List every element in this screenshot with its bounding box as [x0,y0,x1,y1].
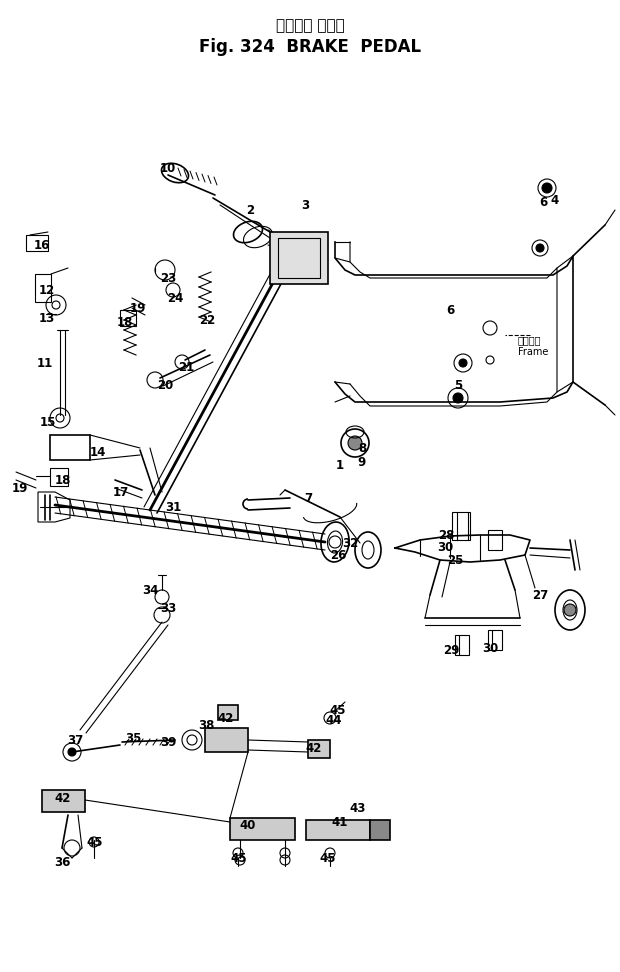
Bar [278,238,320,278]
Text: 24: 24 [167,292,183,304]
Text: 18: 18 [117,316,133,329]
Text: 10: 10 [160,161,176,175]
Circle shape [542,183,552,193]
Text: フレーム
Frame: フレーム Frame [518,335,548,357]
Bar [50,468,68,486]
Text: 22: 22 [199,314,215,327]
Text: 15: 15 [40,415,56,429]
Bar [488,630,502,650]
Polygon shape [306,820,370,840]
Text: 3: 3 [301,198,309,212]
Text: 45: 45 [330,704,346,716]
Text: 16: 16 [34,238,50,252]
Text: 8: 8 [358,441,366,455]
Text: 42: 42 [55,791,71,805]
Circle shape [453,393,463,403]
Text: 37: 37 [67,734,83,746]
Text: 29: 29 [443,643,459,656]
Circle shape [348,436,362,450]
Text: 30: 30 [437,540,453,553]
Bar [488,530,502,550]
Text: 27: 27 [532,588,548,602]
Text: 45: 45 [320,851,336,864]
Bar [50,435,90,460]
Bar [452,512,470,540]
Text: 6: 6 [539,195,547,209]
Text: 41: 41 [332,816,348,828]
Text: 19: 19 [12,481,28,495]
Text: 26: 26 [330,548,346,562]
Text: 2: 2 [246,203,254,217]
Text: 33: 33 [160,602,176,614]
Text: 36: 36 [54,855,70,869]
Circle shape [536,244,544,252]
Bar [120,310,136,326]
Text: 7: 7 [304,492,312,504]
Circle shape [68,748,76,756]
Polygon shape [370,820,390,840]
Polygon shape [218,705,238,720]
Polygon shape [205,728,248,752]
Text: 6: 6 [446,303,454,317]
Polygon shape [230,818,295,840]
Text: 13: 13 [39,311,55,325]
Bar [270,232,328,284]
Text: 42: 42 [218,712,234,724]
Text: 31: 31 [165,501,181,513]
Text: 38: 38 [198,718,214,732]
Text: 32: 32 [342,537,358,549]
Text: 25: 25 [447,553,463,567]
Text: 30: 30 [482,642,498,654]
Text: 18: 18 [55,473,71,487]
Bar [26,235,48,251]
Circle shape [564,604,576,616]
Text: 28: 28 [438,529,454,541]
Text: 34: 34 [142,583,158,597]
Text: 9: 9 [358,456,366,469]
Text: 40: 40 [240,818,256,831]
Text: 5: 5 [454,378,462,392]
Text: 20: 20 [157,378,173,392]
Bar [455,635,469,655]
Text: 11: 11 [37,357,53,369]
Text: 43: 43 [350,802,366,815]
Text: 17: 17 [113,485,129,499]
Text: 12: 12 [39,284,55,296]
Text: 45: 45 [87,836,104,849]
Text: ブレーキ ペダル: ブレーキ ペダル [276,18,344,33]
Text: 39: 39 [160,736,176,748]
Text: 44: 44 [326,713,342,726]
Circle shape [459,359,467,367]
Polygon shape [308,740,330,758]
Text: 23: 23 [160,271,176,285]
Text: 4: 4 [551,193,559,206]
Text: 19: 19 [130,301,146,315]
Text: Fig. 324  BRAKE  PEDAL: Fig. 324 BRAKE PEDAL [199,38,421,56]
Polygon shape [42,790,85,812]
Text: 14: 14 [90,445,106,459]
Text: 1: 1 [336,459,344,471]
Text: 42: 42 [306,742,322,754]
Bar [35,274,51,302]
Text: 45: 45 [231,851,247,864]
Text: 35: 35 [125,732,141,745]
Text: 21: 21 [178,361,194,373]
